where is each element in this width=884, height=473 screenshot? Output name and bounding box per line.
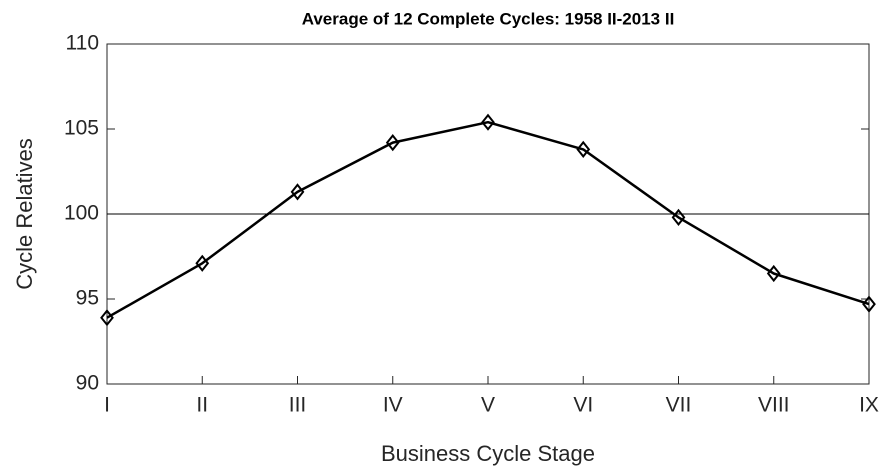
marker <box>671 208 686 227</box>
series-line <box>106 120 870 319</box>
marker <box>576 140 591 159</box>
y-tick-label: 105 <box>64 117 99 140</box>
y-tick-label: 95 <box>76 287 99 310</box>
x-tick-label: III <box>289 394 307 417</box>
x-tick-label: I <box>104 394 110 417</box>
marker <box>766 264 781 283</box>
marker <box>862 295 876 313</box>
marker <box>385 133 400 152</box>
x-tick-label: VI <box>573 394 593 417</box>
y-tick-label: 110 <box>66 32 99 55</box>
x-tick-label: VIII <box>758 394 790 417</box>
x-axis-label: Business Cycle Stage <box>381 441 595 466</box>
y-axis-label: Cycle Relatives <box>12 138 37 290</box>
x-tick-label: II <box>196 394 208 417</box>
x-tick-label: IX <box>859 394 879 417</box>
marker <box>195 254 210 272</box>
y-tick-label: 100 <box>64 202 99 225</box>
marker <box>481 113 495 131</box>
y-tick-label: 90 <box>76 372 99 395</box>
marker <box>290 183 305 201</box>
x-tick-label: IV <box>383 394 403 417</box>
chart-title: Average of 12 Complete Cycles: 1958 II-2… <box>302 9 675 28</box>
x-tick-label: V <box>481 394 495 417</box>
marker <box>100 309 114 327</box>
x-tick-label: VII <box>666 394 692 417</box>
